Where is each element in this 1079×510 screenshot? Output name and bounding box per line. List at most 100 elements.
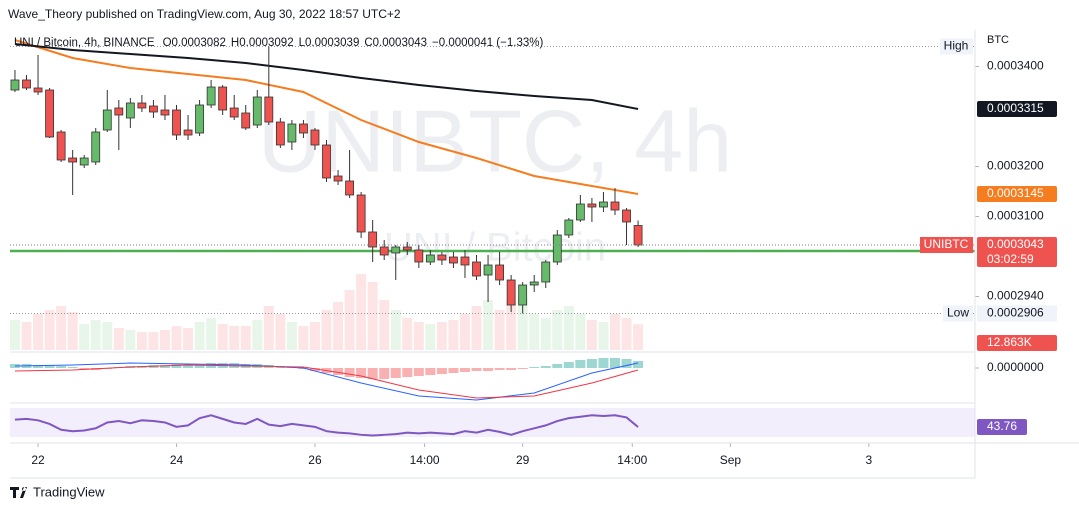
rsi-value: 43.76 [987, 419, 1017, 433]
high-badge [940, 38, 973, 55]
candle-body [252, 96, 262, 126]
x-tick-label: 3 [865, 453, 872, 467]
volume-bar [252, 320, 263, 350]
moving-average [14, 39, 639, 195]
candle-body [114, 107, 124, 116]
volume-bar [217, 324, 228, 350]
candle-body [356, 194, 366, 233]
symbol-label: UNIBTC [924, 237, 969, 251]
low-label: L0.0003039 [299, 37, 360, 49]
open-label: O0.0003082 [163, 37, 226, 49]
volume-bar [194, 322, 205, 350]
macd-bar [159, 365, 170, 368]
macd-bar [633, 361, 644, 368]
candle-body [564, 219, 574, 236]
volume-bar [575, 314, 586, 350]
volume-bar [125, 330, 136, 350]
macd-line [14, 362, 639, 401]
x-tick-label: Sep [720, 453, 742, 467]
ma-badge [977, 186, 1057, 202]
volume-bar [113, 328, 124, 350]
volume-bar [506, 302, 517, 350]
candle-body [529, 281, 539, 286]
volume-bar [633, 324, 644, 350]
macd-bar [402, 368, 413, 377]
candle-body [137, 102, 147, 109]
volume-bar [90, 320, 101, 350]
rsi-line [14, 414, 639, 437]
candle-body [541, 261, 551, 283]
volume-bar [148, 332, 159, 350]
macd-bar [621, 359, 632, 368]
volume-bar [563, 306, 574, 350]
candle-body [322, 144, 331, 179]
macd-bar [9, 364, 20, 368]
macd-bar [413, 368, 424, 376]
volume-bar [206, 318, 217, 350]
x-tick-label: 24 [170, 453, 184, 467]
candle-body [149, 105, 158, 113]
volume-bar [517, 298, 528, 350]
macd-bar [529, 367, 540, 368]
change: −0.0000041 (−1.33%) [432, 37, 543, 49]
rsi-badge [977, 419, 1027, 436]
rsi-band [10, 408, 975, 437]
volume-bar [79, 324, 90, 350]
volume-bar [379, 300, 390, 350]
volume-bar [275, 314, 286, 350]
candle-body [45, 89, 54, 138]
macd-bar [425, 368, 436, 375]
candle-body [402, 246, 412, 251]
macd-bar [448, 368, 459, 373]
x-tick-label: 14:00 [410, 453, 440, 467]
candle-body [518, 284, 528, 306]
candle-body [460, 256, 470, 266]
candle-body [425, 254, 435, 263]
candle-body [333, 175, 343, 182]
candle-body [449, 256, 458, 264]
candle-body [506, 279, 516, 306]
candle-body [437, 254, 447, 261]
x-tick-label: 26 [308, 453, 322, 467]
volume-bar [586, 320, 597, 350]
volume-bar [136, 332, 147, 350]
volume-bar [621, 318, 632, 350]
volume-bar [171, 326, 182, 350]
volume-bar [413, 322, 424, 350]
candle-body [264, 96, 274, 123]
moving-average [14, 43, 639, 110]
high-label: H0.0003092 [231, 37, 294, 49]
volume-bar [286, 322, 297, 350]
macd-bar [171, 364, 182, 368]
macd-bar [552, 364, 563, 368]
macd-tick-label: 0.0000000 [987, 360, 1044, 374]
price-badge [977, 237, 1057, 267]
candle-body [310, 129, 320, 146]
y-tick-label: 0.0002940 [987, 289, 1044, 303]
header: Wave_Theory published on TradingView.com… [8, 7, 401, 21]
volume-bar [44, 310, 55, 350]
macd-bar [459, 368, 470, 372]
logo-mark [10, 487, 27, 498]
y-tick-label: 0.0003100 [987, 209, 1044, 223]
volume-bar [344, 290, 355, 350]
volume-bar [402, 318, 413, 350]
candle-body [56, 131, 66, 161]
low-label: Low [947, 306, 969, 320]
volume-bar [263, 306, 274, 350]
volume-bar [448, 320, 459, 350]
candle-body [495, 264, 504, 281]
volume-bar [483, 300, 494, 350]
macd-bar [44, 365, 55, 368]
low-value: 0.0002906 [987, 306, 1044, 320]
candle-body [622, 209, 631, 223]
candle-body [172, 109, 181, 136]
candle-body [275, 121, 285, 146]
macd-bar [586, 359, 597, 368]
macd-bar [183, 364, 194, 368]
macd-bar [194, 364, 205, 368]
macd-bar [309, 368, 320, 371]
volume-bar [159, 330, 170, 350]
